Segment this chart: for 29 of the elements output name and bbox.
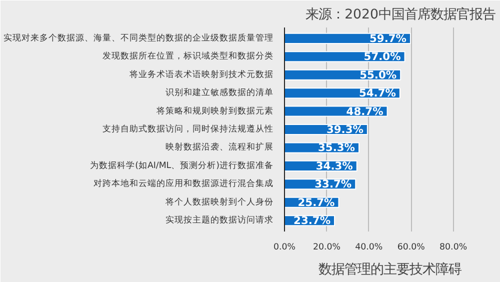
data-label: 39.3% [326,123,364,136]
y-tick-label: 支持自助式数据访问，同时保持法规遵从性 [102,124,274,134]
data-label: 54.7% [358,86,396,100]
y-tick-label: 将业务术语表术语映射到技术元数据 [128,68,274,80]
data-label: 59.7% [370,32,407,45]
y-tick-label: 将个人数据映射到个人身份 [164,196,274,208]
data-label: 48.7% [346,104,384,118]
data-label: 57.0% [364,50,402,64]
y-tick-label: 实现对来多个数据源、海量、不同类型的数据的企业级数据质量管理 [4,32,274,44]
x-tick-label: 40.0% [355,242,383,252]
y-tick-label: 为数据科学(如AI/ML、预测分析)进行数据准备 [90,160,274,171]
x-tick-label: 80.0% [440,242,468,252]
x-tick-label: 0.0% [274,242,296,252]
source-note: 来源：2020中国首席数据官报告 [306,6,496,22]
data-label: 35.3% [318,141,356,154]
data-label: 55.0% [360,68,397,82]
x-tick-label: 60.0% [397,242,425,252]
y-tick-label: 对跨本地和云端的应用和数据源进行混合集成 [94,178,274,190]
data-label: 33.7% [314,178,352,191]
x-tick-label: 20.0% [312,242,340,252]
data-label: 23.7% [294,214,331,228]
text: 数据管理的主要技术障碍 [318,262,462,278]
data-label: 34.3% [316,159,354,172]
y-tick-label: 映射数据沿袭、流程和扩展 [166,142,274,153]
data-label: 25.7% [298,196,336,209]
y-tick-label: 实现按主题的数据访问请求 [166,214,274,226]
y-tick-label: 发现数据所在位置，标识域类型和数据分类 [102,50,274,62]
y-tick-label: 识别和建立敏感数据的清单 [166,87,274,98]
y-tick-label: 将策略和规则映射到数据元素 [156,105,274,116]
